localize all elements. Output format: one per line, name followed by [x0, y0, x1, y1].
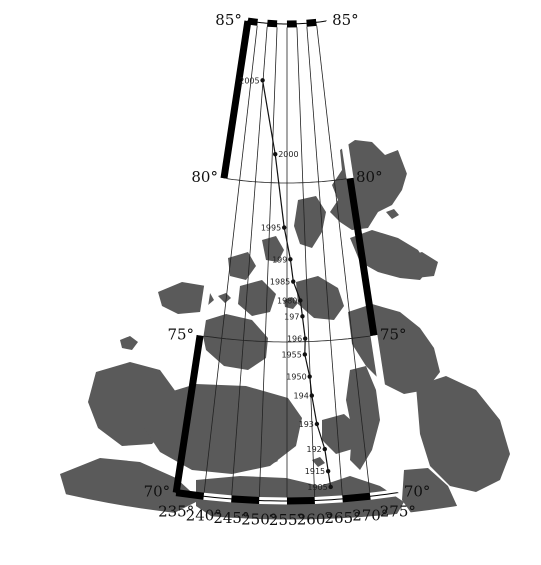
pole-point-1945	[309, 393, 315, 398]
latitude-label: 70°	[404, 483, 431, 501]
meridian-line	[258, 24, 278, 501]
pole-year-label: 2000	[278, 150, 298, 159]
frame-band	[196, 177, 228, 336]
pole-year-label: 1980	[277, 296, 297, 305]
pole-year-label: 2005	[239, 76, 259, 85]
latitude-label: 75°	[380, 325, 407, 343]
pole-year-label: 1905	[307, 483, 327, 492]
latitude-label: 70°	[144, 483, 171, 501]
land-melville-island	[158, 282, 214, 314]
graticule	[200, 24, 374, 501]
frame-band	[172, 334, 204, 494]
land-prince-of-wales-island	[200, 314, 268, 370]
land-ellef-ringnes	[262, 236, 284, 262]
pole-year-label: 197	[284, 312, 299, 321]
longitude-label: 265°	[325, 509, 361, 527]
land-king-william-island	[322, 414, 360, 454]
longitude-label: 260°	[297, 510, 333, 528]
pole-year-label: 1995	[261, 224, 281, 233]
pole-point-1965	[303, 336, 308, 341]
pole-point-1915	[325, 468, 331, 474]
pole-point-2000	[273, 152, 278, 157]
latitude-label: 80°	[356, 168, 383, 186]
land-islet	[262, 454, 278, 465]
longitude-label: 275°	[380, 503, 416, 521]
pole-year-label: 1915	[305, 467, 325, 476]
land-cornwallis-island	[296, 276, 344, 320]
meridian-line	[306, 24, 343, 499]
meridian-line	[296, 24, 316, 501]
pole-point-1980	[298, 298, 303, 303]
latitude-label: 80°	[191, 168, 218, 186]
frame-band	[370, 334, 402, 494]
frame-band	[220, 20, 252, 179]
land-islet	[312, 457, 325, 467]
longitude-label: 235°	[158, 503, 194, 521]
frame-edge	[247, 20, 327, 25]
pole-year-label: 199	[272, 255, 287, 264]
pole-point-1925	[322, 446, 327, 452]
meridian-line	[315, 24, 371, 497]
parallel-line	[223, 177, 351, 184]
pole-year-label: 1985	[270, 278, 290, 287]
pole-track-points: 2005 2000 1995 199 1985 1980 197 196 1955 1950 194…	[239, 76, 333, 492]
pole-point-1975	[300, 314, 305, 319]
pole-year-label: 194	[294, 392, 309, 401]
pole-point-1935	[314, 421, 320, 427]
land-masses	[60, 140, 510, 520]
pole-point-2005	[260, 78, 265, 83]
land-amund-ringnes	[228, 252, 256, 280]
parallel-line	[200, 335, 374, 343]
latitude-label: 85°	[332, 11, 359, 29]
pole-year-label: 1955	[281, 350, 301, 359]
pole-point-1990	[288, 257, 293, 262]
frame-edge	[176, 492, 398, 502]
longitude-label: 245°	[213, 509, 249, 527]
pole-year-label: 196	[287, 335, 302, 344]
land-islet	[120, 336, 138, 350]
longitude-label: 240°	[186, 506, 222, 524]
longitude-labels: 235°240°245°250°255°260°265°270°275°	[158, 503, 416, 529]
pole-year-label: 192	[307, 445, 322, 454]
pole-point-1955	[302, 352, 308, 357]
longitude-label: 250°	[241, 510, 277, 528]
latitude-label: 75°	[167, 325, 194, 343]
pole-point-1950	[307, 374, 312, 379]
land-baffin-island	[416, 376, 510, 492]
pole-point-1995	[282, 225, 287, 230]
longitude-label: 255°	[269, 511, 305, 529]
land-north-islets	[402, 252, 438, 278]
pole-point-1905	[328, 484, 333, 490]
land-mainland-central	[196, 476, 404, 520]
land-victoria-island	[144, 384, 302, 474]
pole-year-label: 1950	[286, 373, 306, 382]
frame-band	[346, 177, 378, 336]
pole-year-label: 193	[299, 420, 314, 429]
meridian-line	[231, 24, 268, 499]
meridian-line	[203, 24, 259, 497]
land-boothia-peninsula	[346, 366, 380, 470]
pole-point-1985	[291, 279, 296, 284]
land-axel-heiberg	[294, 196, 326, 248]
latitude-label: 85°	[215, 11, 242, 29]
frame-band	[322, 20, 354, 179]
latitude-labels: 85° 85° 80° 80° 75° 75° 70° 70°	[144, 11, 431, 501]
land-islet	[218, 293, 231, 303]
land-islet	[284, 297, 298, 309]
map-frame	[172, 17, 402, 505]
longitude-label: 270°	[352, 506, 388, 524]
land-islet	[386, 209, 399, 219]
